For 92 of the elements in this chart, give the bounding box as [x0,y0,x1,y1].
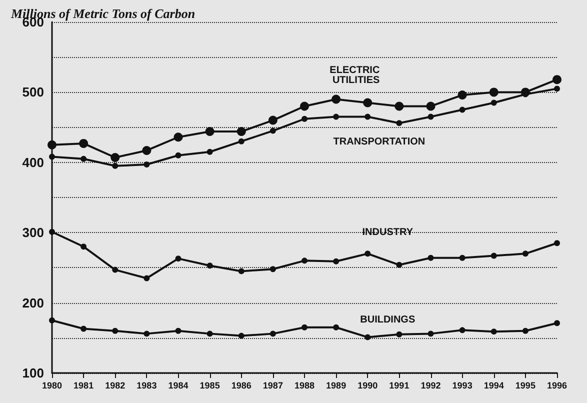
point [112,328,118,334]
point [80,156,87,162]
point [144,162,150,168]
point [80,326,87,332]
point [428,114,434,120]
point [490,328,497,335]
point [333,324,340,330]
point [396,262,402,268]
point [79,138,88,148]
point [49,154,55,160]
point [302,116,308,122]
point [428,330,434,337]
point [205,127,214,136]
point [300,102,309,111]
x-tick-label: 1980 [42,380,62,390]
point [175,328,182,334]
x-tick-label: 1982 [105,380,126,390]
y-tick-label: 400 [22,154,44,170]
point [144,330,150,337]
point [302,324,308,330]
point [270,266,276,272]
point [490,252,497,259]
series-label: INDUSTRY [362,227,414,238]
point [110,152,120,162]
x-tick-label: 1985 [200,380,220,390]
point [459,327,466,334]
point [80,244,87,250]
point [175,152,182,158]
point [333,258,340,264]
y-tick-label: 200 [22,295,44,310]
point [49,317,55,324]
x-tick-label: 1993 [452,380,472,390]
point [49,228,55,235]
x-tick-label: 1987 [262,380,283,390]
point [489,88,498,97]
y-tick-label: 100 [22,366,44,380]
point [270,330,276,337]
x-tick-label: 1981 [74,380,94,390]
point [522,250,528,257]
x-tick-label: 1996 [546,380,568,390]
point [364,334,371,340]
point [268,116,278,125]
point [112,266,118,273]
point [459,254,466,261]
x-tick-label: 1989 [326,380,346,390]
point [206,148,213,155]
series-label: TRANSPORTATION [333,136,426,148]
point [236,127,246,136]
point [206,330,213,337]
point [332,94,341,104]
point [144,275,150,282]
point [363,98,372,108]
point [394,102,404,111]
point [554,240,560,246]
point [112,162,118,169]
point [459,106,466,113]
point [302,258,308,264]
x-tick-label: 1988 [294,380,315,390]
point [426,102,436,111]
point [552,75,562,84]
x-tick-label: 1994 [484,380,504,390]
x-tick-label: 1983 [136,380,157,390]
y-tick-label: 500 [22,84,44,100]
point [333,114,340,120]
point [206,262,213,269]
point [554,320,560,326]
y-tick-label: 300 [22,225,44,240]
point [522,328,528,334]
point [490,100,497,106]
point [175,256,182,262]
point [364,114,371,120]
point [174,132,183,142]
series-label: BUILDINGS [360,314,416,326]
point [238,332,244,339]
x-tick-label: 1992 [420,380,441,390]
point [142,146,152,155]
x-tick-label: 1990 [358,380,378,390]
x-tick-label: 1984 [168,380,188,390]
x-tick-label: 1986 [231,380,252,390]
point [238,138,244,144]
point [554,86,560,92]
point [428,254,434,261]
series-label: ELECTRIC UTILITIES [330,65,382,86]
x-tick-label: 1991 [389,380,410,390]
point [396,331,402,338]
point [396,120,402,126]
x-tick-label: 1995 [515,380,536,390]
point [270,128,276,134]
point [458,90,467,100]
point [364,250,371,257]
point [238,268,244,274]
point [48,140,56,150]
